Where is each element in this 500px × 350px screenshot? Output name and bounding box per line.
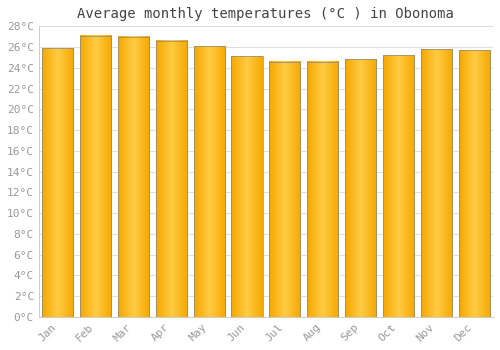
Bar — [156, 41, 187, 317]
Bar — [156, 41, 187, 317]
Bar — [421, 49, 452, 317]
Bar — [118, 37, 149, 317]
Bar — [345, 60, 376, 317]
Bar — [194, 46, 224, 317]
Bar — [458, 50, 490, 317]
Bar — [80, 36, 111, 317]
Bar — [421, 49, 452, 317]
Bar — [232, 56, 262, 317]
Bar — [383, 55, 414, 317]
Bar — [42, 48, 74, 317]
Bar — [194, 46, 224, 317]
Bar — [458, 50, 490, 317]
Bar — [345, 60, 376, 317]
Bar — [307, 62, 338, 317]
Bar — [232, 56, 262, 317]
Bar — [270, 62, 300, 317]
Bar — [307, 62, 338, 317]
Title: Average monthly temperatures (°C ) in Obonoma: Average monthly temperatures (°C ) in Ob… — [78, 7, 454, 21]
Bar — [42, 48, 74, 317]
Bar — [270, 62, 300, 317]
Bar — [383, 55, 414, 317]
Bar — [80, 36, 111, 317]
Bar — [118, 37, 149, 317]
